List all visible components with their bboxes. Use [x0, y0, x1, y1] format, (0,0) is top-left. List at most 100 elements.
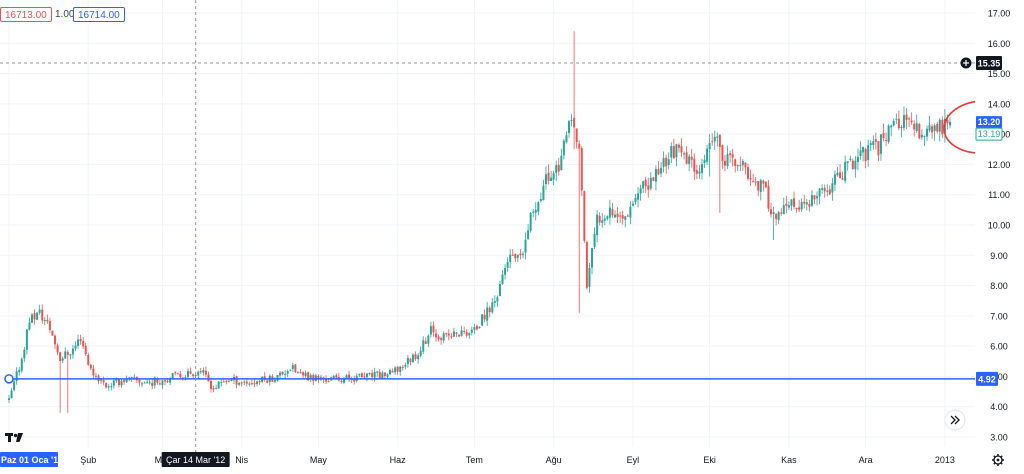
- candle-down: [693, 159, 695, 172]
- candle-up: [36, 313, 38, 320]
- gear-tooth: [994, 463, 995, 464]
- candle-up: [292, 365, 294, 369]
- candle-up: [530, 213, 532, 230]
- candle-down: [259, 381, 261, 382]
- candle-up: [146, 382, 148, 383]
- candle-up: [716, 136, 718, 137]
- candle-up: [386, 374, 388, 376]
- candle-up: [427, 336, 429, 344]
- candle-down: [41, 310, 43, 321]
- candle-up: [903, 115, 905, 128]
- candle-down: [898, 119, 900, 128]
- candle-down: [312, 375, 314, 381]
- candle-down: [251, 383, 253, 384]
- candle-up: [811, 195, 813, 206]
- candle-down: [622, 215, 624, 219]
- candle-up: [560, 156, 562, 170]
- candle-up: [522, 254, 524, 255]
- candle-down: [599, 216, 601, 223]
- candle-down: [750, 178, 752, 179]
- candle-up: [857, 157, 859, 162]
- candle-down: [767, 186, 769, 209]
- candle-up: [727, 154, 729, 166]
- candle-down: [875, 139, 877, 142]
- candle-up: [650, 178, 652, 189]
- candle-down: [883, 133, 885, 138]
- candle-down: [392, 371, 394, 373]
- candle-up: [668, 159, 670, 165]
- candle-down: [573, 118, 575, 128]
- candle-down: [210, 381, 212, 389]
- time-tick-label: Nis: [235, 455, 248, 465]
- gear-icon[interactable]: [992, 454, 1004, 466]
- candle-up: [74, 345, 76, 348]
- candle-up: [670, 146, 672, 157]
- candle-down: [808, 204, 810, 207]
- candle-down: [657, 169, 659, 175]
- candle-down: [164, 380, 166, 381]
- candle-up: [195, 375, 197, 376]
- candle-up: [949, 122, 951, 125]
- candle-down: [931, 126, 933, 132]
- candle-down: [177, 373, 179, 374]
- candle-up: [655, 169, 657, 182]
- last-price-label: 13.20: [978, 117, 1001, 127]
- candle-down: [340, 381, 342, 382]
- candle-down: [174, 372, 176, 373]
- candle-down: [514, 254, 516, 258]
- candle-up: [366, 373, 368, 377]
- candle-down: [207, 375, 209, 382]
- candle-down: [877, 141, 879, 155]
- overlays: [0, 0, 1023, 452]
- time-tick-label: Eyl: [627, 455, 640, 465]
- candle-up: [640, 188, 642, 193]
- candle-up: [287, 371, 289, 374]
- candle-up: [72, 349, 74, 355]
- candle-up: [44, 320, 46, 321]
- candle-down: [785, 204, 787, 206]
- candle-down: [678, 145, 680, 148]
- bid-price-tag[interactable]: 16713.00: [0, 7, 52, 22]
- candle-up: [844, 162, 846, 181]
- price-tick-label: 6.00: [990, 342, 1008, 352]
- candle-down: [425, 341, 427, 343]
- candle-down: [445, 333, 447, 334]
- candle-up: [565, 135, 567, 142]
- candle-up: [69, 354, 71, 355]
- candle-up: [826, 191, 828, 192]
- candle-down: [448, 334, 450, 336]
- candle-up: [215, 388, 217, 389]
- candle-down: [34, 313, 36, 319]
- logo-dot: [14, 434, 17, 437]
- price-tick-label: 12.00: [988, 160, 1011, 170]
- candle-down: [691, 157, 693, 160]
- candle-up: [509, 255, 511, 262]
- candle-down: [739, 165, 741, 166]
- price-axis: 17.0016.0015.0014.0013.0012.0011.0010.00…: [961, 0, 1024, 469]
- candle-down: [246, 382, 248, 384]
- candle-up: [632, 204, 634, 206]
- candle-down: [793, 198, 795, 206]
- candle-down: [103, 380, 105, 382]
- time-tick-label: Haz: [390, 455, 407, 465]
- candle-down: [438, 336, 440, 339]
- candle-up: [893, 121, 895, 125]
- gear-tooth: [1001, 456, 1002, 457]
- candle-up: [688, 156, 690, 164]
- ask-price-tag[interactable]: 16714.00: [73, 7, 125, 22]
- candle-up: [660, 168, 662, 174]
- candle-up: [389, 370, 391, 374]
- candle-up: [407, 358, 409, 364]
- candle-up: [609, 208, 611, 218]
- candle-up: [496, 297, 498, 301]
- candle-down: [865, 149, 867, 161]
- candle-up: [921, 135, 923, 138]
- crosshair-date-label: Çar 14 Mar '12: [166, 455, 225, 465]
- candle-up: [110, 386, 112, 387]
- candle-down: [911, 121, 913, 123]
- candle-down: [92, 369, 94, 376]
- candle-down: [796, 208, 798, 209]
- candle-up: [550, 178, 552, 181]
